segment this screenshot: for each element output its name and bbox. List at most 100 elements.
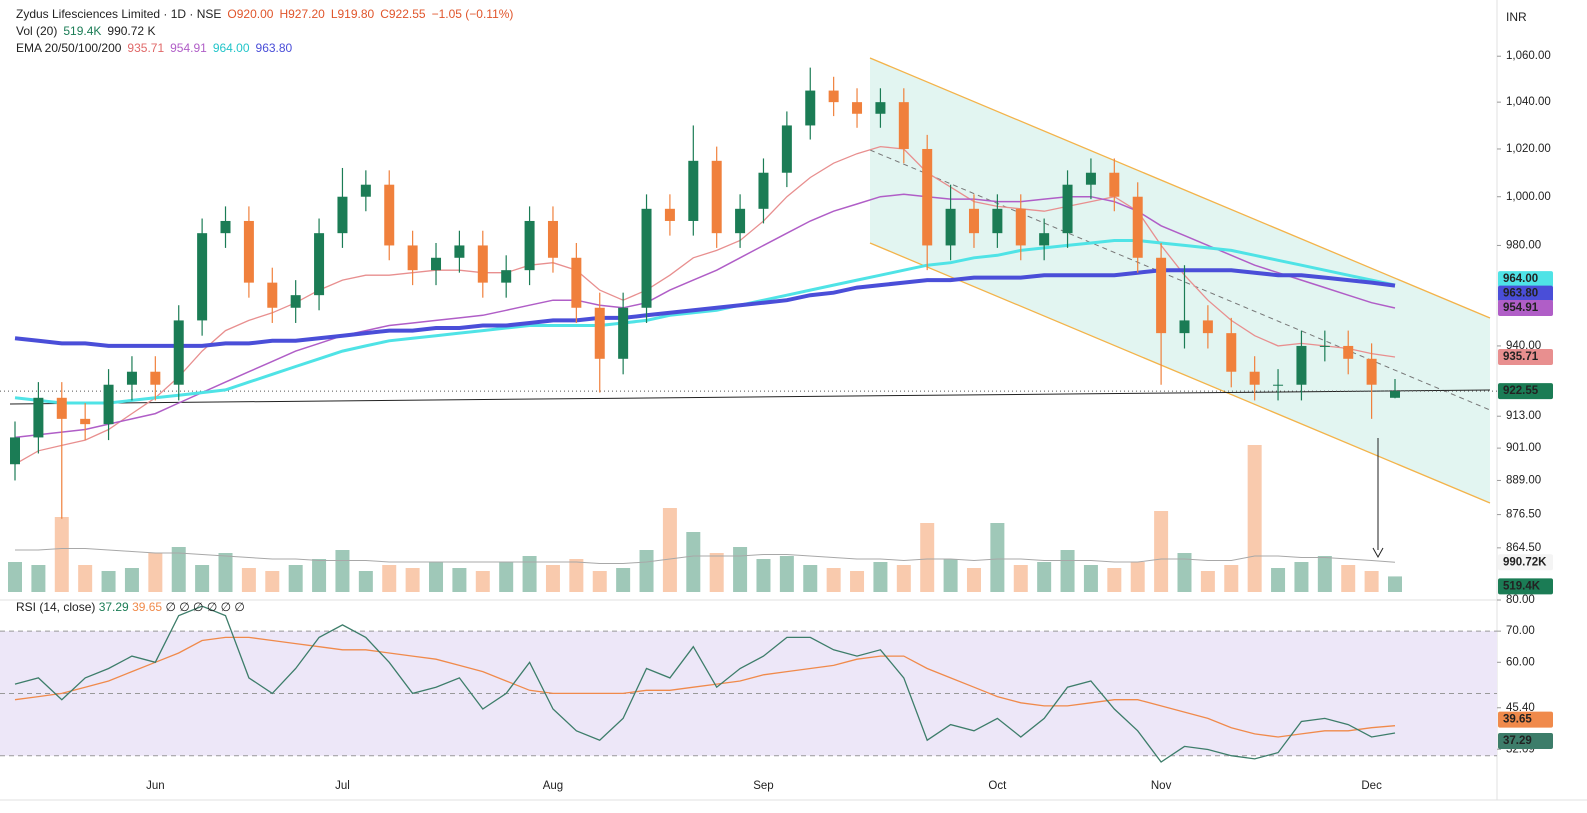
channel-top	[869, 57, 1491, 319]
candle-body	[314, 233, 325, 296]
candle-body	[875, 102, 886, 114]
y-tick-label: 913.00	[1506, 410, 1541, 422]
volume-bar	[826, 568, 841, 592]
volume-bar	[312, 559, 327, 592]
candle-body	[664, 208, 675, 221]
candle-body	[267, 282, 278, 308]
price-badge-label: 964.00	[1503, 273, 1538, 285]
candle-body	[922, 148, 933, 246]
candle-body	[711, 160, 722, 234]
candle-body	[384, 184, 395, 246]
y-tick-label: 889.00	[1506, 474, 1541, 486]
ohlc: H927.20	[279, 7, 325, 21]
candle-body	[150, 371, 161, 385]
volume-bar	[1271, 568, 1286, 592]
volume-bar	[1130, 562, 1145, 592]
volume-bar	[779, 556, 794, 592]
x-tick-label: Jun	[146, 780, 165, 792]
volume-bar	[1177, 553, 1192, 592]
price-badge	[1498, 554, 1553, 571]
candle-body	[1343, 345, 1354, 359]
x-tick-label: Aug	[543, 780, 563, 792]
rsi-ma-line	[14, 636, 1396, 738]
change: −1.05 (−0.11%)	[431, 7, 514, 21]
candle-body	[103, 384, 114, 425]
candle-body	[968, 208, 979, 234]
x-tick-label: Oct	[988, 780, 1007, 792]
volume-bar	[616, 568, 631, 592]
candle-body	[80, 418, 91, 425]
volume-bar	[452, 568, 467, 592]
volume-bar	[569, 559, 584, 592]
channel-mid	[869, 149, 1491, 411]
volume-bar	[662, 508, 677, 592]
y-tick-label: 1,060.00	[1506, 50, 1551, 62]
y-tick-label: 901.00	[1506, 442, 1541, 454]
volume-bar	[475, 571, 490, 592]
volume-bar	[265, 571, 280, 592]
candle-body	[1132, 196, 1143, 258]
volume-bar	[850, 571, 865, 592]
volume-bar	[756, 559, 771, 592]
volume-bar	[1247, 445, 1262, 592]
rsi-ma: 39.65	[132, 600, 163, 614]
price-badge	[1498, 271, 1553, 288]
candle-body	[1179, 320, 1190, 334]
volume-bar	[101, 571, 116, 592]
rsi-tick-label: 80.00	[1506, 594, 1535, 606]
candle-body	[758, 172, 769, 209]
candle-body	[594, 307, 605, 359]
volume-bar	[1341, 565, 1356, 592]
volume-bar	[896, 565, 911, 592]
x-tick-label: Sep	[753, 780, 773, 792]
candle-body	[852, 102, 863, 114]
candle-body	[197, 233, 208, 321]
volume-bar	[148, 553, 163, 592]
volume-bar	[1154, 511, 1169, 592]
candle-body	[547, 220, 558, 258]
candle-body	[735, 208, 746, 234]
ema-value: 963.80	[255, 41, 293, 55]
ohlc: L919.80	[330, 7, 375, 21]
volume-bar	[288, 565, 303, 592]
candle-body	[407, 245, 418, 271]
candle-body	[945, 208, 956, 246]
price-badge	[1498, 383, 1553, 400]
volume-bar	[1224, 565, 1239, 592]
price-badge	[1498, 299, 1553, 316]
volume-bar	[31, 565, 46, 592]
candle-body	[805, 90, 816, 126]
candle-body	[360, 184, 371, 197]
volume-bar	[54, 517, 69, 592]
price-badge-label: 963.80	[1503, 288, 1538, 300]
candle-body	[641, 208, 652, 308]
legend-header: Zydus Lifesciences Limited · 1D · NSE O92…	[16, 6, 519, 57]
candle-body	[126, 371, 137, 385]
ohlc: C922.55	[380, 7, 426, 21]
ema-value: 954.91	[170, 41, 207, 55]
x-tick-label: Dec	[1361, 780, 1382, 792]
vol-label: Vol (20)	[16, 24, 58, 38]
price-badge	[1498, 348, 1553, 365]
volume-bar	[873, 562, 888, 592]
arrowhead	[1372, 547, 1384, 559]
y-tick-label: 980.00	[1506, 239, 1541, 251]
y-tick-label: 876.50	[1506, 509, 1541, 521]
volume-bar	[709, 553, 724, 592]
candle-body	[1156, 257, 1167, 334]
volume-bar	[358, 571, 373, 592]
ema-line	[14, 145, 1396, 465]
candle-body	[618, 307, 629, 359]
candle-body	[220, 220, 231, 234]
ema-label: EMA 20/50/100/200	[16, 41, 122, 55]
volume-bar	[920, 523, 935, 592]
price-badge	[1498, 733, 1553, 750]
rsi-tick-label: 70.00	[1506, 625, 1535, 637]
volume-bar	[1388, 576, 1402, 592]
volume-bar	[382, 565, 397, 592]
candle-body	[1319, 345, 1330, 347]
vol-ma: 990.72 K	[107, 24, 156, 38]
volume-bar	[990, 523, 1005, 592]
x-tick-label: Nov	[1151, 780, 1172, 792]
